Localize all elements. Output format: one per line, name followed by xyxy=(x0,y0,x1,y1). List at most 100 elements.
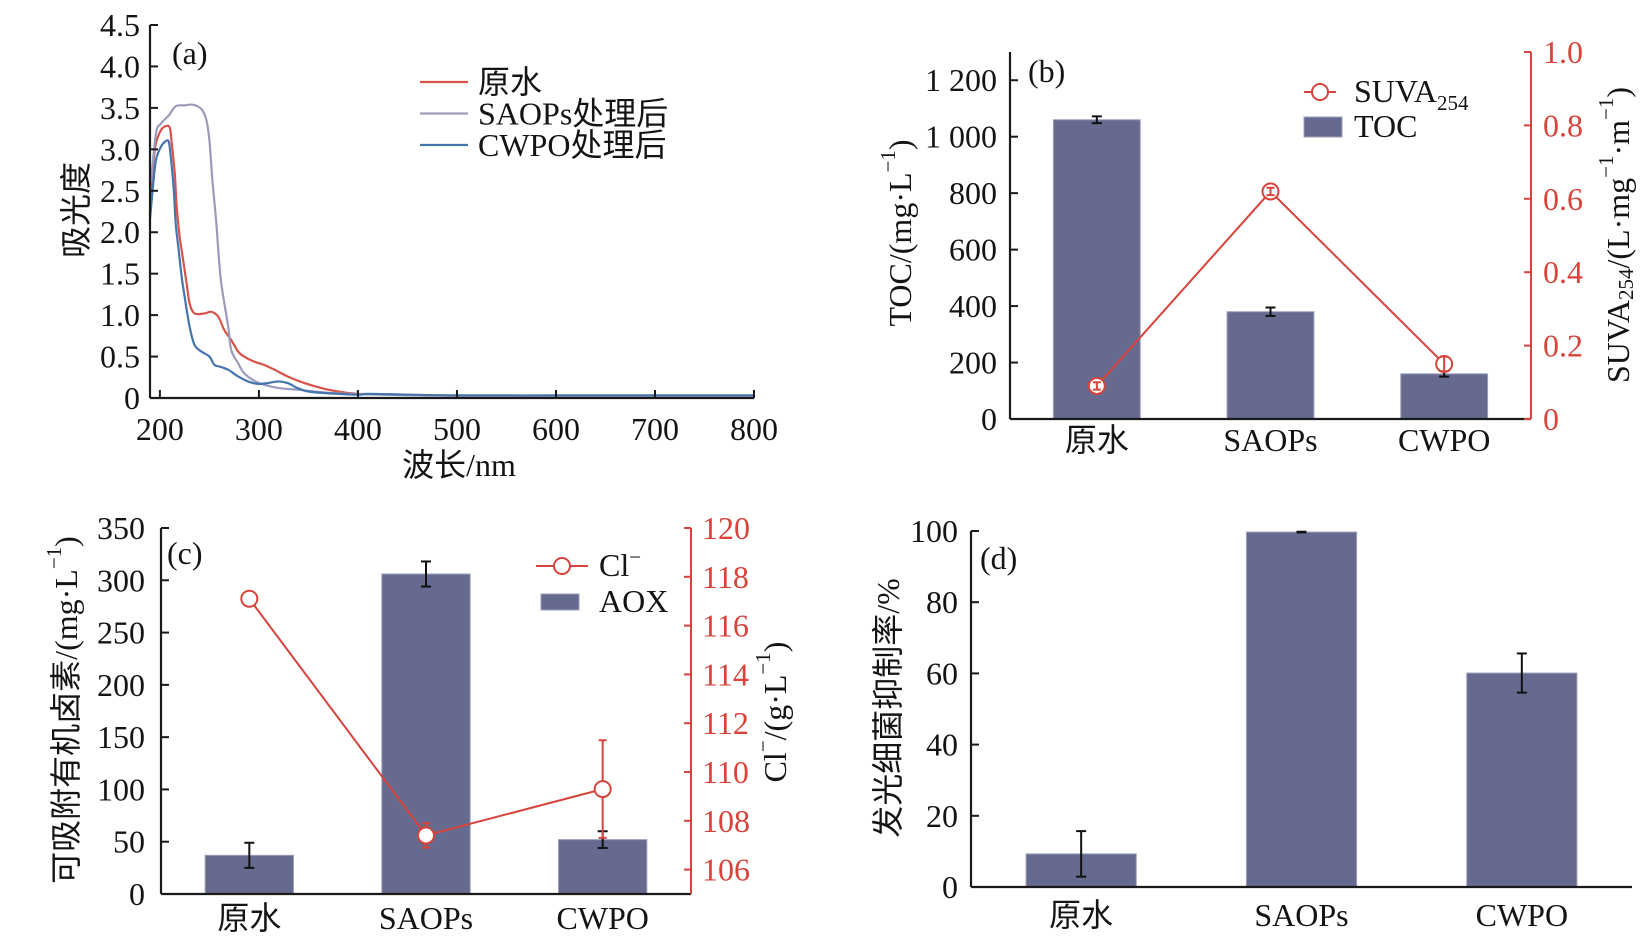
y2-axis-label: SUVA254/(L·mg−1·m−1) xyxy=(1594,87,1638,383)
y-tick-label: 300 xyxy=(97,562,145,598)
legend-label: TOC xyxy=(1354,108,1417,144)
legend-item: Cl− xyxy=(536,545,641,583)
y-tick-label: 4.0 xyxy=(100,48,140,84)
y-tick-label: 200 xyxy=(949,345,997,381)
y-axis-label: 发光细菌抑制率/% xyxy=(870,578,906,838)
bar-1 xyxy=(1226,311,1315,420)
bar-series xyxy=(1025,530,1578,888)
line-series xyxy=(240,589,612,849)
y-tick-label: 2.0 xyxy=(100,214,140,250)
y2-tick-label: 0.2 xyxy=(1543,328,1583,364)
y2-tick-label: 110 xyxy=(702,754,749,790)
y2-axis-label-segment: SUVA xyxy=(1600,300,1636,383)
y-tick-label: 350 xyxy=(97,510,145,546)
bar-series xyxy=(1052,115,1489,420)
legend-label-segment: 254 xyxy=(1437,91,1469,115)
x-category-label: 原水 xyxy=(217,900,281,936)
y2-axis-label-segment: /(g·L xyxy=(757,675,793,741)
y-tick-label: 0 xyxy=(129,876,145,912)
y-tick-label: 4.5 xyxy=(100,7,140,43)
spectrum-line-2 xyxy=(150,139,754,397)
y2-axis-label-segment: 254 xyxy=(1614,268,1638,300)
legend-item: AOX xyxy=(540,583,668,619)
legend-bar-swatch xyxy=(540,593,580,611)
bar-2 xyxy=(1466,672,1578,888)
panel-d: 0 20 40 60 80 100 原水 SAOPs CWPO 发光细菌抑制率/% (d) xyxy=(870,513,1632,933)
legend-label-segment: − xyxy=(629,545,641,569)
y-axis-label-segment: 发光细菌抑制率/% xyxy=(870,578,906,838)
y-axis-label-segment: ) xyxy=(882,139,918,150)
y-tick-label: 0 xyxy=(124,380,140,416)
y2-axis-label-segment: − xyxy=(751,740,775,752)
y2-tick-label: 0.8 xyxy=(1543,107,1583,143)
bar-error-bar-1 xyxy=(1265,306,1276,317)
panel-c: 0 50 100 150 200 250 300 350 106 108 110 112 114 116 1… xyxy=(42,510,793,936)
y-tick-label: 250 xyxy=(97,615,145,651)
x-category-label: 原水 xyxy=(1065,422,1129,458)
legend-marker-swatch xyxy=(553,557,571,575)
marker-error-bar-1 xyxy=(1266,186,1275,197)
x-category-label: CWPO xyxy=(1398,422,1490,458)
panel-label: (c) xyxy=(167,535,203,571)
y-tick-label: 50 xyxy=(113,824,145,860)
x-tick-label: 600 xyxy=(532,411,580,447)
y2-axis-label-segment: −1 xyxy=(1594,156,1618,178)
y-tick-label: 1 200 xyxy=(925,62,997,98)
y2-tick-label: 112 xyxy=(702,705,749,741)
y-tick-label: 200 xyxy=(97,667,145,703)
x-category-label: CWPO xyxy=(556,900,648,936)
y-tick-label: 400 xyxy=(949,288,997,324)
bar-error-bar-2 xyxy=(1516,652,1527,694)
y-tick-label: 3.5 xyxy=(100,90,140,126)
y-tick-label: 40 xyxy=(926,727,958,763)
line-marker-0 xyxy=(240,589,259,608)
legend-bar-swatch xyxy=(1303,116,1343,138)
line-series xyxy=(1087,182,1454,395)
x-category-label: SAOPs xyxy=(379,900,473,936)
y-tick-label: 0 xyxy=(942,869,958,905)
line-marker-1 xyxy=(417,826,435,845)
x-category-label: CWPO xyxy=(1476,897,1568,933)
y-tick-label: 0.5 xyxy=(100,339,140,375)
bar-error-bar-0 xyxy=(1076,830,1087,878)
y2-tick-label: 1.0 xyxy=(1543,34,1583,70)
legend-item: SAOPs处理后 xyxy=(420,96,668,132)
y2-axis-label-segment: ) xyxy=(1600,87,1636,98)
bar-error-bar-1 xyxy=(1296,530,1307,534)
x-tick-label: 800 xyxy=(730,411,778,447)
y2-axis-label-segment: ) xyxy=(757,642,793,653)
y2-tick-label: 118 xyxy=(702,559,749,595)
y-tick-label: 1.0 xyxy=(100,297,140,333)
panel-a: 0 0.5 1.0 1.5 2.0 2.5 3.0 3.5 4.0 4.5 200 300 400 500… xyxy=(58,7,778,483)
legend-label: SAOPs处理后 xyxy=(478,96,668,132)
legend: Cl−AOX xyxy=(536,545,668,619)
y2-tick-label: 120 xyxy=(702,510,750,546)
legend-item: SUVA254 xyxy=(1304,73,1469,115)
y2-tick-label: 114 xyxy=(702,656,749,692)
x-tick-label: 700 xyxy=(631,411,679,447)
line-marker-2 xyxy=(593,780,612,799)
y-tick-label: 600 xyxy=(949,232,997,268)
panel-b: 0 200 400 600 800 1 000 1 200 0 0.2 0.4 0.6 0.8 1.0 S… xyxy=(876,34,1638,458)
x-category-label: 原水 xyxy=(1049,897,1113,933)
y-tick-label: 20 xyxy=(926,798,958,834)
x-category-label: SAOPs xyxy=(1254,897,1348,933)
y-tick-label: 800 xyxy=(949,175,997,211)
y2-axis-label: Cl−/(g·L−1) xyxy=(751,642,793,783)
y2-axis-label-segment: /(L·mg xyxy=(1600,178,1636,269)
bar-1 xyxy=(1245,531,1358,888)
y2-tick-label: 116 xyxy=(702,608,749,644)
legend-item: 原水 xyxy=(420,64,542,100)
y-tick-label: 2.5 xyxy=(100,173,140,209)
x-axis-label: 波长/nm xyxy=(402,447,516,483)
x-category-label: SAOPs xyxy=(1223,422,1317,458)
panel-label: (b) xyxy=(1028,53,1065,89)
legend-label: AOX xyxy=(599,583,668,619)
bar-error-bar-1 xyxy=(421,560,431,588)
bar-error-bar-0 xyxy=(244,841,255,869)
y-tick-label: 1 000 xyxy=(925,119,997,155)
marker-error-bar-0 xyxy=(1092,381,1101,391)
y2-tick-label: 108 xyxy=(702,803,750,839)
